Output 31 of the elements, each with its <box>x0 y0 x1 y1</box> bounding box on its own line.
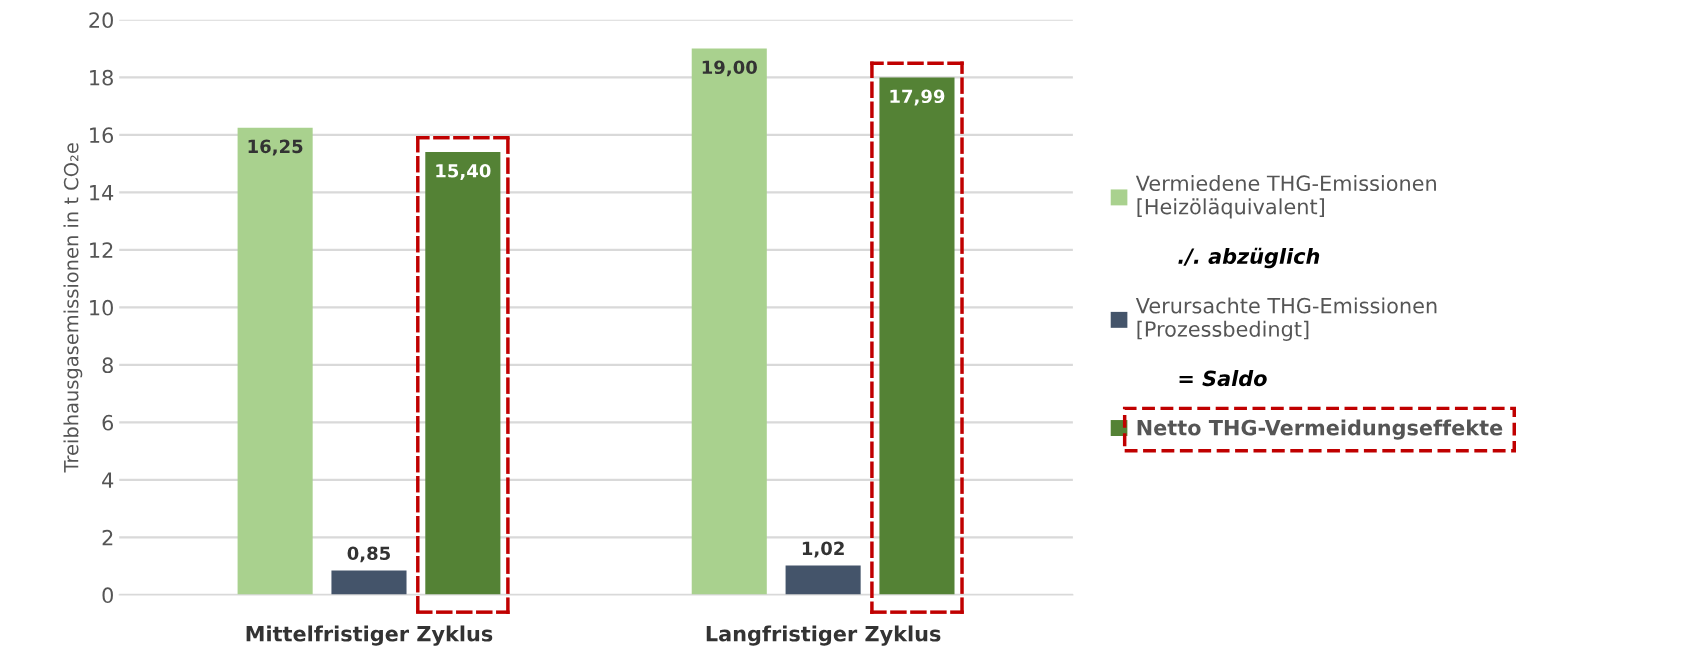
data-label: 15,40 <box>436 163 491 180</box>
bar <box>331 570 407 595</box>
y-tick-label: 14 <box>90 185 114 201</box>
bar <box>237 127 313 595</box>
data-label: 17,99 <box>890 89 945 106</box>
y-tick-label: 12 <box>90 242 113 258</box>
data-label: 19,00 <box>702 60 757 77</box>
legend-label: Vermiedene THG-Emissionen [Heizöläquivalent] <box>1135 174 1436 219</box>
y-tick-label: 10 <box>90 299 113 316</box>
text: = Saldo <box>1179 370 1267 387</box>
x-tick-label: Langfristiger Zyklus <box>706 625 941 646</box>
y-tick-label: 8 <box>102 357 113 374</box>
text: ./. abzüglich <box>1178 247 1320 269</box>
bar <box>785 565 861 595</box>
y-tick-label: 0 <box>102 587 113 604</box>
y-tick-label: 20 <box>89 12 113 29</box>
bar <box>691 48 767 595</box>
legend-label: Verursachte THG-Emissionen [Prozessbedingt] <box>1135 297 1437 341</box>
y-tick-label: 18 <box>90 69 113 86</box>
y-axis-title: Treibhausgasemissionen in t CO₂e <box>63 143 83 473</box>
bar <box>425 152 501 595</box>
data-label: 1,02 <box>802 541 844 558</box>
y-tick-label: 2 <box>102 529 113 546</box>
y-tick-label: 4 <box>102 472 114 488</box>
data-label: 16,25 <box>248 139 303 156</box>
y-tick-label: 16 <box>90 127 114 144</box>
x-tick-label: Mittelfristiger Zyklus <box>246 625 493 646</box>
y-tick-label: 6 <box>102 414 114 431</box>
bar <box>879 77 955 595</box>
data-label: 0,85 <box>347 546 390 563</box>
legend-label: Netto THG-Vermeidungseffekte <box>1137 419 1503 440</box>
